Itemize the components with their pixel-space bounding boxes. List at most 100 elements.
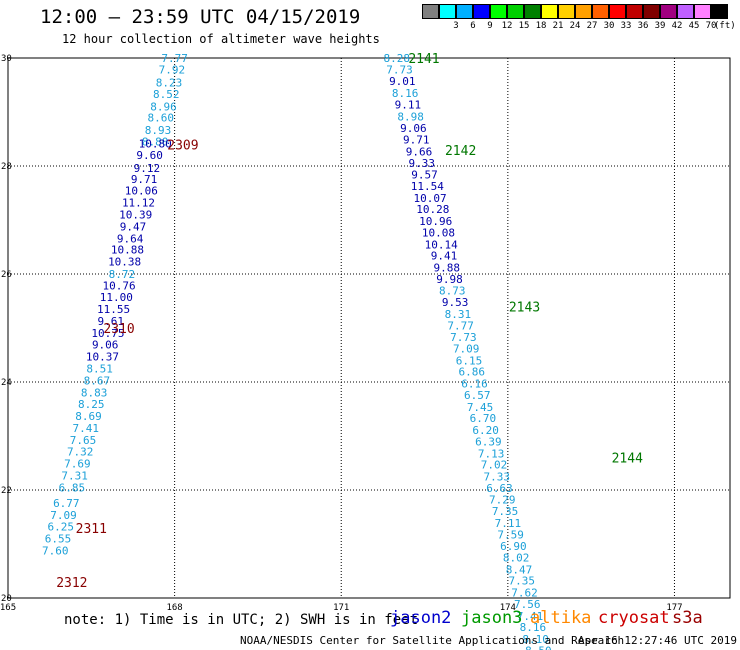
wave-height-value: 7.13 bbox=[478, 447, 505, 460]
wave-height-value: 8.50 bbox=[525, 644, 552, 650]
color-swatch bbox=[660, 4, 677, 19]
wave-height-value: 10.08 bbox=[422, 226, 455, 239]
wave-height-value: 11.12 bbox=[122, 197, 155, 210]
satellite-name-jason2: jason2 bbox=[390, 608, 452, 628]
wave-height-value: 10.07 bbox=[414, 192, 447, 205]
wave-height-value: 9.71 bbox=[403, 134, 430, 147]
y-tick-label: 22 bbox=[1, 486, 12, 496]
color-scale-label: 24 bbox=[569, 21, 581, 31]
color-swatch bbox=[490, 4, 507, 19]
color-swatch bbox=[456, 4, 473, 19]
color-swatch bbox=[626, 4, 643, 19]
wave-height-value: 11.55 bbox=[97, 303, 130, 316]
wave-height-value: 10.75 bbox=[91, 327, 124, 340]
wave-height-value: 7.41 bbox=[517, 610, 544, 623]
wave-height-value: 6.57 bbox=[464, 389, 491, 402]
x-tick-label: 177 bbox=[666, 603, 682, 613]
wave-height-value: 10.14 bbox=[425, 238, 458, 251]
wave-height-value: 8.51 bbox=[86, 363, 113, 376]
x-tick-label: 171 bbox=[333, 603, 349, 613]
wave-height-value: 7.65 bbox=[70, 434, 97, 447]
wave-height-value: 6.16 bbox=[461, 378, 488, 391]
satellite-name-s3a: s3a bbox=[672, 608, 703, 628]
color-swatch bbox=[592, 4, 609, 19]
color-scale-label: 36 bbox=[637, 21, 649, 31]
x-tick-label: 165 bbox=[0, 603, 16, 613]
color-scale-label: 70 bbox=[705, 21, 717, 31]
y-tick-label: 20 bbox=[1, 594, 12, 604]
wave-height-value: 7.11 bbox=[495, 517, 522, 530]
wave-height-value: 10.06 bbox=[125, 184, 158, 197]
wave-height-value: 10.38 bbox=[108, 256, 141, 269]
wave-height-value: 8.96 bbox=[150, 101, 177, 114]
wave-height-value: 9.33 bbox=[409, 157, 436, 170]
wave-height-value: 9.60 bbox=[136, 149, 163, 162]
wave-height-value: 9.11 bbox=[395, 98, 422, 111]
chart-grid bbox=[7, 57, 731, 599]
color-scale-label: 42 bbox=[671, 21, 683, 31]
wave-height-value: 7.73 bbox=[386, 63, 413, 76]
wave-height-value: 9.88 bbox=[434, 262, 461, 275]
wave-height-value: 8.98 bbox=[397, 110, 424, 123]
track-number-label: 2309 bbox=[167, 138, 198, 153]
track-labels: 2141 2142 2143 2144 2309 2310 2311 2312 bbox=[56, 52, 643, 591]
wave-height-value: 10.88 bbox=[111, 244, 144, 257]
wave-height-value: 8.69 bbox=[75, 410, 102, 423]
wave-height-value: 10.80 bbox=[139, 137, 172, 150]
color-swatch bbox=[609, 4, 626, 19]
color-swatch bbox=[694, 4, 711, 19]
wave-height-value: 8.47 bbox=[506, 563, 533, 576]
satellite-name-altika: altika bbox=[530, 608, 592, 628]
y-tick-label: 26 bbox=[1, 270, 12, 280]
color-scale-label: 9 bbox=[487, 21, 493, 31]
color-scale-label: 27 bbox=[586, 21, 598, 31]
wave-height-value: 9.66 bbox=[406, 145, 433, 158]
color-scale-label: 12 bbox=[501, 21, 513, 31]
y-tick-label: 28 bbox=[1, 162, 12, 172]
color-scale-label: 21 bbox=[552, 21, 564, 31]
wave-height-value: 8.16 bbox=[520, 621, 547, 634]
wave-height-value: 9.12 bbox=[134, 162, 161, 175]
wave-height-value: 8.23 bbox=[156, 76, 183, 89]
color-swatch bbox=[558, 4, 575, 19]
wave-height-value: 7.62 bbox=[511, 587, 538, 600]
wave-height-value: 10.96 bbox=[419, 215, 452, 228]
wave-height-value: 8.83 bbox=[81, 386, 108, 399]
wave-height-value: 7.31 bbox=[61, 469, 88, 482]
wave-height-value: 7.73 bbox=[450, 331, 477, 344]
y-tick-label: 24 bbox=[1, 378, 12, 388]
color-swatch bbox=[524, 4, 541, 19]
wave-height-value: 8.93 bbox=[145, 124, 172, 137]
color-scale-unit: (ft) bbox=[714, 21, 736, 31]
wave-height-value: 6.90 bbox=[500, 540, 527, 553]
wave-height-value: 7.60 bbox=[42, 544, 69, 557]
footer-credit: NOAA/NESDIS Center for Satellite Applica… bbox=[240, 634, 625, 647]
data-points: 7.777.928.238.528.968.608.938.8010.809.6… bbox=[42, 52, 552, 650]
wave-height-value: 9.98 bbox=[436, 273, 463, 286]
wave-height-value: 6.25 bbox=[48, 521, 75, 534]
wave-height-value: 11.54 bbox=[411, 180, 444, 193]
track-number-label: 2142 bbox=[445, 144, 476, 159]
wave-height-value: 7.77 bbox=[447, 319, 474, 332]
wave-height-value: 7.41 bbox=[73, 422, 100, 435]
wave-height-value: 7.45 bbox=[467, 401, 494, 414]
wave-height-value: 8.60 bbox=[147, 111, 174, 124]
wave-height-value: 7.69 bbox=[64, 458, 91, 471]
wave-height-value: 7.35 bbox=[492, 505, 519, 518]
satellite-name-jason3: jason3 bbox=[461, 608, 523, 628]
wave-height-value: 9.06 bbox=[400, 122, 427, 135]
wave-height-value: 9.41 bbox=[431, 250, 458, 263]
wave-height-value: 7.77 bbox=[161, 52, 188, 65]
track-number-label: 2312 bbox=[56, 576, 87, 591]
track-number-label: 2143 bbox=[509, 300, 540, 315]
x-tick-label: 174 bbox=[500, 603, 516, 613]
color-swatch bbox=[439, 4, 456, 19]
wave-height-value: 9.01 bbox=[389, 75, 416, 88]
wave-height-value: 8.52 bbox=[153, 88, 180, 101]
track-number-label: 2144 bbox=[612, 452, 643, 467]
wave-height-value: 9.64 bbox=[117, 232, 144, 245]
wave-height-value: 8.67 bbox=[84, 374, 111, 387]
wave-height-value: 8.02 bbox=[503, 552, 530, 565]
x-tick-label: 168 bbox=[166, 603, 182, 613]
footer-note: note: 1) Time is in UTC; 2) SWH is in fe… bbox=[64, 612, 419, 628]
